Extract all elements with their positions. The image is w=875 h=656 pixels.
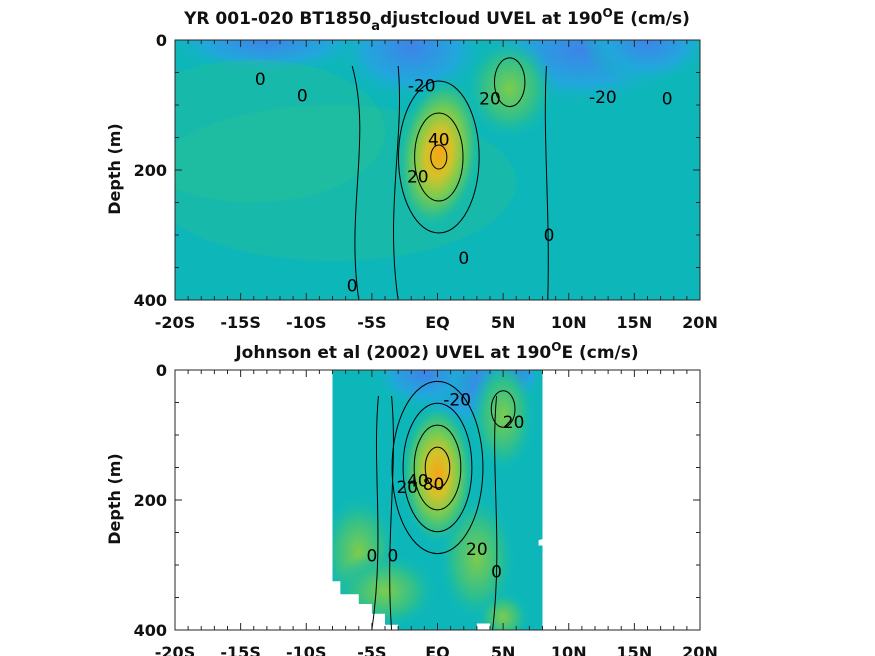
- velocity-field: 0 0 -20 20 -20 0 40 20 0 0 0: [175, 40, 700, 300]
- contour-level-20: [490, 390, 516, 428]
- y-axis-label: Depth (m): [105, 123, 124, 215]
- y-tick-label: 0: [156, 361, 167, 380]
- y-axis-label: Depth (m): [105, 453, 124, 545]
- x-tick-label: -10S: [286, 643, 326, 656]
- contour-label: 20: [503, 413, 525, 433]
- zero-contour: [371, 395, 379, 630]
- y-tick-label: 400: [134, 621, 167, 640]
- undercurrent-core: [400, 402, 475, 546]
- x-tick-label: 10N: [551, 643, 587, 656]
- contour-label: 0: [387, 546, 398, 566]
- contour-label: 0: [458, 249, 469, 269]
- x-tick-label: 5N: [491, 313, 516, 332]
- x-tick-label: EQ: [425, 643, 450, 656]
- contour-level-80: [424, 446, 451, 489]
- contour-label: 0: [662, 90, 673, 110]
- undercurrent-core: [395, 76, 482, 232]
- y-tick-label: 200: [134, 491, 167, 510]
- x-tick-label: -10S: [286, 313, 326, 332]
- contour-label: 20: [396, 478, 418, 498]
- x-tick-label: 5N: [491, 643, 516, 656]
- contour-label: -20: [443, 390, 471, 410]
- x-tick-label: EQ: [425, 313, 450, 332]
- contour-label: 20: [479, 90, 501, 110]
- westward-region: [581, 40, 700, 85]
- zero-contour: [393, 65, 400, 300]
- necc-core: [463, 40, 556, 141]
- missing-data-mask: [332, 581, 399, 630]
- subsurface-jet: [476, 591, 530, 630]
- contour-label: 0: [544, 226, 555, 246]
- contour-level-20: [391, 380, 484, 555]
- contour-level-40: [402, 402, 473, 533]
- westward-region: [175, 40, 372, 76]
- contour-level-60: [413, 424, 462, 511]
- zero-contour: [389, 395, 394, 630]
- contour-label: 20: [466, 540, 488, 560]
- x-tick-label: -15S: [220, 313, 260, 332]
- x-tick-label: 20N: [682, 313, 718, 332]
- contour-label: 0: [255, 70, 266, 90]
- contour-level-40: [414, 112, 464, 202]
- necc-core: [470, 370, 536, 474]
- contour-label: 80: [423, 475, 445, 495]
- contour-label: 40: [428, 130, 450, 150]
- contour-level-20: [493, 57, 526, 108]
- y-tick-label: 400: [134, 291, 167, 310]
- x-tick-label: 20N: [682, 643, 718, 656]
- contour-level-60: [430, 144, 448, 170]
- contour-label: 0: [297, 86, 308, 106]
- contour-lines: [351, 57, 549, 300]
- contour-label: 20: [407, 168, 429, 188]
- y-tick-label: 200: [134, 161, 167, 180]
- zero-contour: [492, 395, 498, 630]
- x-tick-label: 15N: [617, 313, 653, 332]
- contour-label: 0: [491, 563, 502, 583]
- contour-label: -20: [408, 77, 436, 97]
- x-tick-label: -15S: [220, 643, 260, 656]
- contour-label: -20: [589, 88, 617, 108]
- contour-lines: [371, 380, 516, 630]
- x-tick-label: 10N: [551, 313, 587, 332]
- panel-observations: Johnson et al (2002) UVEL at 190OE (cm/s…: [105, 340, 718, 656]
- westward-region: [371, 370, 477, 409]
- x-tick-label: -20S: [155, 643, 195, 656]
- x-tick-label: 15N: [617, 643, 653, 656]
- contour-level-20: [397, 80, 480, 234]
- contour-label: 40: [407, 472, 429, 492]
- chart-title: YR 001-020 BT1850adjustcloud UVEL at 190…: [183, 6, 690, 34]
- weak-eastward-region: [175, 59, 385, 203]
- panel-model: YR 001-020 BT1850adjustcloud UVEL at 190…: [105, 6, 718, 332]
- x-tick-label: -20S: [155, 313, 195, 332]
- zero-contour: [544, 65, 549, 300]
- x-tick-label: -5S: [357, 643, 386, 656]
- zero-contour: [351, 65, 361, 300]
- y-tick-label: 0: [156, 31, 167, 50]
- contour-label: 0: [347, 277, 358, 297]
- chart-title: Johnson et al (2002) UVEL at 190OE (cm/s…: [234, 340, 638, 363]
- contour-label: 0: [366, 546, 377, 566]
- x-tick-label: -5S: [357, 313, 386, 332]
